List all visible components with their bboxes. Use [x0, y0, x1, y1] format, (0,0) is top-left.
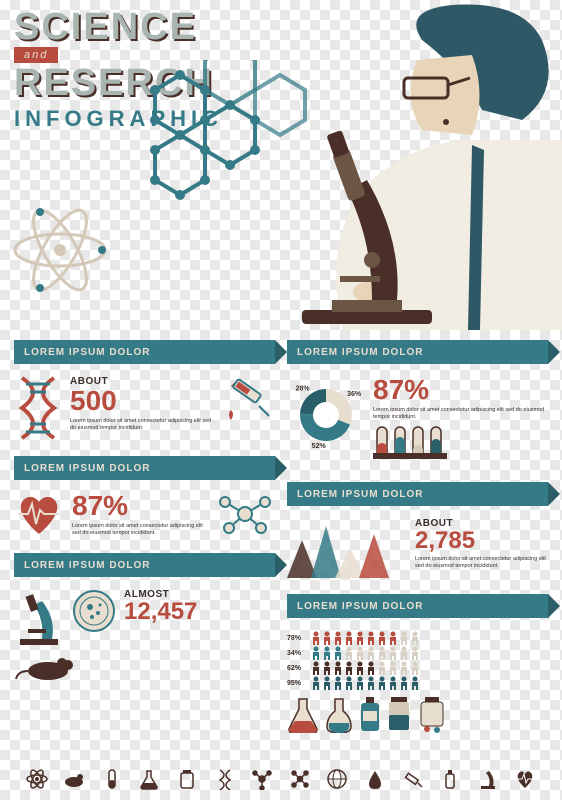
stat-value: 87% [373, 376, 548, 404]
title-and: and [14, 47, 58, 63]
petri-dish-icon [72, 589, 116, 633]
panel-microscope: ALMOST 12,457 [14, 585, 275, 655]
panel-peaks: ABOUT 2,785 Lorem ipsum dolor sit amet c… [287, 514, 548, 586]
bottle-icon [359, 697, 381, 733]
stat-value: 87% [72, 492, 207, 520]
lipsum-text: Lorem ipsum dolor sit amet consectetur a… [415, 556, 548, 570]
left-column: LOREM IPSUM DOLOR ABOUT 500 Lorem ipsum … [14, 340, 275, 741]
flask-icon [287, 697, 319, 733]
dna-icon [14, 376, 62, 440]
stat-value: 2,785 [415, 529, 548, 553]
stat-value: 500 [70, 387, 213, 415]
right-column: LOREM IPSUM DOLOR 36% 52% 28% 87% Lorem ip… [287, 340, 548, 741]
atom-icon [26, 768, 48, 790]
ribbon: LOREM IPSUM DOLOR [287, 340, 548, 364]
bottle-icon [439, 768, 461, 790]
globe-icon [326, 768, 348, 790]
atom-icon [10, 200, 110, 300]
mouse-icon [14, 657, 74, 681]
title-line1: SCIENCE [14, 10, 223, 44]
lipsum-text: Lorem ipsum dolor sit amet consectetur a… [373, 407, 548, 421]
molecule-icon [215, 492, 275, 536]
pills-icon [417, 697, 447, 733]
icon-strip [0, 764, 562, 794]
panel-dna: ABOUT 500 Lorem ipsum dolor sit amet con… [14, 372, 275, 448]
svg-text:28%: 28% [296, 385, 311, 392]
svg-text:36%: 36% [347, 391, 362, 398]
stat-value: 12,457 [124, 600, 197, 624]
microscope-icon [477, 768, 499, 790]
lipsum-text: Lorem ipsum dolor sit amet consectetur a… [72, 523, 207, 537]
syringe-icon [221, 376, 275, 430]
ribbon: LOREM IPSUM DOLOR [287, 594, 548, 618]
jar-icon [387, 697, 411, 733]
heart-icon [514, 768, 536, 790]
flask-icon [138, 768, 160, 790]
ribbon: LOREM IPSUM DOLOR [14, 456, 275, 480]
mouse-icon [63, 768, 85, 790]
test-tubes-icon [373, 425, 453, 461]
panel-donut: 36% 52% 28% 87% Lorem ipsum dolor sit amet… [287, 372, 548, 474]
molecule-icon [251, 768, 273, 790]
tube-icon [101, 768, 123, 790]
microscope-icon [14, 589, 64, 647]
dna-icon [214, 768, 236, 790]
scientist-illustration [222, 0, 562, 330]
ribbon: LOREM IPSUM DOLOR [14, 340, 275, 364]
jar-icon [176, 768, 198, 790]
ribbon: LOREM IPSUM DOLOR [287, 482, 548, 506]
molecule2-icon [289, 768, 311, 790]
hero: SCIENCE and RESERCH INFOGRAPHIC [0, 0, 562, 340]
donut-chart: 36% 52% 28% [287, 376, 365, 454]
area-chart [287, 518, 407, 578]
syringe-icon [402, 768, 424, 790]
drop-icon [364, 768, 386, 790]
people-pictogram-rows: 78%34%62%95% [287, 630, 548, 691]
panel-people: 78%34%62%95% [287, 626, 548, 741]
heart-ecg-icon [14, 492, 64, 536]
columns: LOREM IPSUM DOLOR ABOUT 500 Lorem ipsum … [0, 340, 562, 741]
panel-heart: 87% Lorem ipsum dolor sit amet consectet… [14, 488, 275, 545]
svg-text:52%: 52% [312, 443, 327, 450]
ribbon: LOREM IPSUM DOLOR [14, 553, 275, 577]
lipsum-text: Lorem ipsum dolor sit amet consectetur a… [70, 418, 213, 432]
flask-icon [325, 697, 353, 733]
